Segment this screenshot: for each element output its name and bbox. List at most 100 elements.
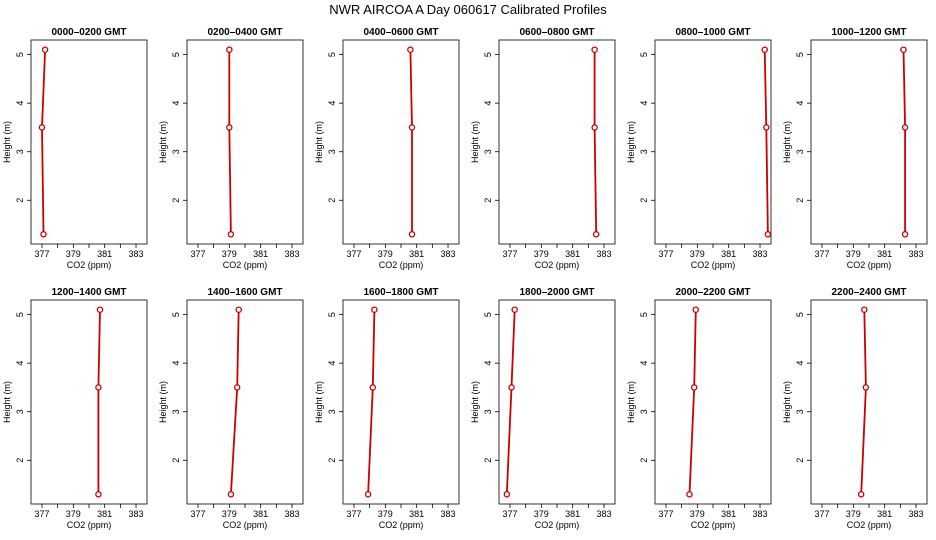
profile-point [227, 231, 235, 238]
profile-point [408, 231, 416, 238]
y-tick-label: 5 [795, 312, 805, 317]
x-tick-label: 377 [346, 249, 361, 259]
x-tick-label: 381 [877, 509, 892, 519]
profile-line [860, 309, 867, 495]
x-tick-label: 381 [877, 249, 892, 259]
y-axis-label: Height (m) [470, 381, 480, 423]
y-tick-label: 3 [15, 409, 25, 414]
x-tick-label: 377 [190, 249, 205, 259]
y-tick-label: 4 [171, 361, 181, 366]
y-tick-label: 4 [15, 101, 25, 106]
profile-point [763, 124, 770, 131]
profile-point [761, 46, 768, 53]
y-tick-label: 5 [327, 312, 337, 317]
x-tick-label: 383 [909, 509, 924, 519]
x-tick-label: 383 [285, 249, 300, 259]
plot-frame [498, 299, 616, 505]
y-tick-label: 4 [639, 101, 649, 106]
x-tick-label: 379 [222, 509, 237, 519]
panel: 1200–1400 GMT 377 379 381 383 2 3 4 5 CO2 (ppm) He… [2, 287, 148, 530]
profile-line [367, 309, 376, 495]
y-axis-label: Height (m) [158, 381, 168, 423]
x-axis-label: CO2 (ppm) [691, 260, 736, 270]
x-tick-label: 383 [753, 509, 768, 519]
y-tick-label: 2 [327, 458, 337, 463]
y-tick-label: 5 [483, 312, 493, 317]
panel: 1000–1200 GMT 377 379 381 383 2 3 4 5 CO2 (ppm) He… [782, 27, 928, 270]
plot-frame [810, 299, 928, 505]
x-axis-label: CO2 (ppm) [379, 520, 424, 530]
x-tick-label: 377 [658, 249, 673, 259]
x-tick-label: 377 [658, 509, 673, 519]
profile-point [226, 124, 233, 131]
x-tick-label: 381 [721, 249, 736, 259]
y-tick-label: 5 [639, 312, 649, 317]
x-tick-label: 379 [534, 249, 549, 259]
x-tick-label: 381 [565, 509, 580, 519]
panel-title: 1600–1800 GMT [363, 287, 438, 298]
panel-title: 0400–0600 GMT [363, 27, 438, 38]
x-axis-label: CO2 (ppm) [223, 260, 268, 270]
profile-point [901, 231, 909, 238]
profile-point [41, 46, 49, 53]
y-tick-label: 2 [795, 198, 805, 203]
y-tick-label: 3 [15, 149, 25, 154]
y-tick-label: 3 [483, 409, 493, 414]
y-tick-label: 5 [171, 312, 181, 317]
profile-line [763, 49, 769, 235]
x-axis-label: CO2 (ppm) [535, 260, 580, 270]
y-axis-label: Height (m) [470, 121, 480, 163]
x-tick-label: 383 [129, 249, 144, 259]
profile-point [511, 306, 518, 313]
y-tick-label: 5 [795, 52, 805, 57]
y-tick-label: 4 [483, 101, 493, 106]
profile-point [40, 231, 47, 238]
y-tick-label: 5 [15, 312, 25, 317]
x-tick-label: 381 [97, 249, 112, 259]
profile-point [235, 306, 242, 313]
x-tick-label: 377 [814, 249, 829, 259]
x-axis-label: CO2 (ppm) [379, 260, 424, 270]
x-tick-label: 377 [34, 249, 49, 259]
x-tick-label: 383 [909, 249, 924, 259]
profile-line [97, 309, 101, 495]
plot-frame [342, 39, 460, 245]
plot-frame [810, 39, 928, 245]
y-axis-label: Height (m) [626, 121, 636, 163]
y-axis-label: Height (m) [314, 381, 324, 423]
y-tick-label: 4 [327, 361, 337, 366]
y-tick-label: 3 [639, 149, 649, 154]
y-axis-label: Height (m) [782, 121, 792, 163]
x-tick-label: 383 [129, 509, 144, 519]
x-tick-label: 379 [846, 249, 861, 259]
x-axis-label: CO2 (ppm) [847, 260, 892, 270]
profile-point [591, 124, 598, 131]
x-tick-label: 381 [721, 509, 736, 519]
profile-line [688, 309, 697, 495]
y-tick-label: 2 [639, 198, 649, 203]
profile-point [407, 46, 414, 53]
profile-point [862, 384, 870, 391]
x-tick-label: 381 [253, 249, 268, 259]
y-tick-label: 2 [15, 198, 25, 203]
x-axis-label: CO2 (ppm) [223, 520, 268, 530]
profile-point [408, 124, 416, 131]
panel: 1400–1600 GMT 377 379 381 383 2 3 4 5 CO2 (ppm) He… [158, 287, 304, 530]
profile-point [900, 46, 907, 53]
y-tick-label: 3 [327, 409, 337, 414]
panel-grid: 0000–0200 GMT 377 379 381 383 2 3 4 5 CO2 (ppm) He… [2, 27, 928, 530]
y-tick-label: 2 [171, 198, 181, 203]
x-tick-label: 383 [597, 249, 612, 259]
panel-title: 2000–2200 GMT [675, 287, 750, 298]
panel-title: 1200–1400 GMT [51, 287, 126, 298]
profile-line [593, 49, 598, 235]
profile-point [861, 306, 868, 313]
y-tick-label: 4 [483, 361, 493, 366]
panel: 0000–0200 GMT 377 379 381 383 2 3 4 5 CO2 (ppm) He… [2, 27, 148, 270]
plot-frame [30, 299, 148, 505]
profile-point [95, 384, 102, 391]
y-axis-label: Height (m) [782, 381, 792, 423]
y-tick-label: 4 [171, 101, 181, 106]
x-axis-label: CO2 (ppm) [67, 520, 112, 530]
x-tick-label: 377 [34, 509, 49, 519]
